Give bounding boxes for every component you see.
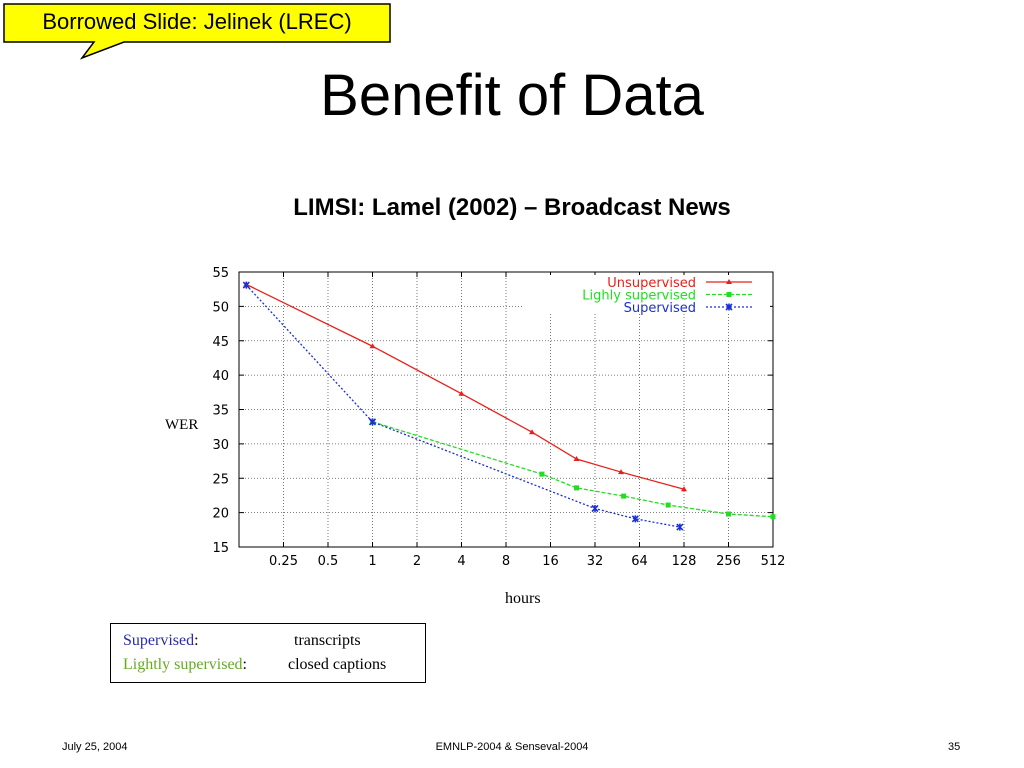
note-supervised-label: Supervised — [123, 632, 195, 649]
x-tick-label: 4 — [457, 554, 465, 569]
x-tick-label: 64 — [631, 554, 648, 569]
data-point-supervised — [676, 523, 684, 531]
note-supervised-desc: transcripts — [294, 632, 361, 649]
legend-label-unsupervised: Unsupervised — [607, 276, 696, 291]
y-tick-label: 25 — [212, 472, 229, 487]
legend-label-lighly-supervised: Lighly supervised — [582, 289, 696, 304]
data-point-unsupervised — [618, 469, 625, 475]
note-lightly-supervised-desc: closed captions — [288, 656, 387, 673]
data-point-unsupervised — [529, 429, 536, 435]
data-point-unsupervised — [458, 390, 465, 396]
note-lightly-supervised-label: Lightly supervised — [123, 656, 243, 673]
x-tick-label: 256 — [716, 554, 741, 569]
x-tick-label: 16 — [542, 554, 559, 569]
x-tick-label: 2 — [413, 554, 421, 569]
y-tick-label: 50 — [212, 300, 229, 315]
y-axis-label: WER — [165, 417, 199, 433]
borrowed-slide-callout: Borrowed Slide: Jelinek (LREC) — [3, 3, 391, 60]
data-point-lighly-supervised — [574, 485, 580, 491]
legend-marker-supervised — [725, 303, 733, 311]
callout-shape — [3, 3, 391, 60]
data-point-unsupervised — [681, 486, 687, 492]
x-tick-label: 0.5 — [318, 554, 339, 569]
note-supervised-colon: : — [194, 632, 199, 649]
note-lightly-supervised-colon: : — [242, 656, 247, 673]
note-row-lightly-supervised: Lightly supervised: closed captions — [123, 656, 386, 674]
y-tick-label: 45 — [212, 335, 229, 350]
data-point-supervised — [368, 418, 377, 426]
y-tick-label: 35 — [212, 404, 229, 419]
x-tick-label: 1 — [368, 554, 376, 569]
x-axis-label: hours — [505, 590, 541, 607]
y-tick-label: 15 — [212, 541, 229, 556]
footer-date: July 25, 2004 — [62, 741, 128, 753]
y-tick-label: 40 — [212, 369, 229, 384]
data-point-lighly-supervised — [770, 514, 776, 520]
data-point-lighly-supervised — [539, 471, 545, 477]
data-point-supervised — [591, 504, 599, 513]
data-point-unsupervised — [573, 456, 580, 461]
training-notes-box: Supervised: transcripts Lightly supervis… — [110, 623, 426, 683]
x-tick-label: 32 — [587, 554, 604, 569]
x-tick-label: 512 — [761, 554, 786, 569]
note-row-supervised: Supervised: transcripts — [123, 632, 361, 650]
data-point-lighly-supervised — [665, 502, 671, 508]
y-tick-label: 55 — [212, 266, 229, 281]
footer-page-number: 35 — [948, 741, 961, 753]
slide-title: Benefit of Data — [320, 63, 704, 128]
chart-title: LIMSI: Lamel (2002) – Broadcast News — [293, 194, 731, 221]
legend-label-supervised: Supervised — [624, 301, 696, 316]
data-point-unsupervised — [369, 343, 376, 349]
data-point-supervised — [631, 515, 639, 523]
data-point-lighly-supervised — [726, 511, 731, 517]
y-tick-label: 20 — [212, 507, 229, 522]
x-tick-label: 128 — [672, 554, 697, 569]
data-point-lighly-supervised — [621, 493, 627, 499]
callout-text: Borrowed Slide: Jelinek (LREC) — [42, 9, 352, 34]
legend-marker-unsupervised — [726, 279, 732, 284]
y-tick-label: 30 — [212, 438, 229, 453]
footer-event: EMNLP-2004 & Senseval-2004 — [435, 741, 589, 753]
data-point-supervised — [242, 281, 250, 289]
x-tick-label: 0.25 — [269, 554, 298, 569]
x-tick-label: 8 — [502, 554, 510, 569]
legend-marker-lighly-supervised — [726, 292, 732, 297]
